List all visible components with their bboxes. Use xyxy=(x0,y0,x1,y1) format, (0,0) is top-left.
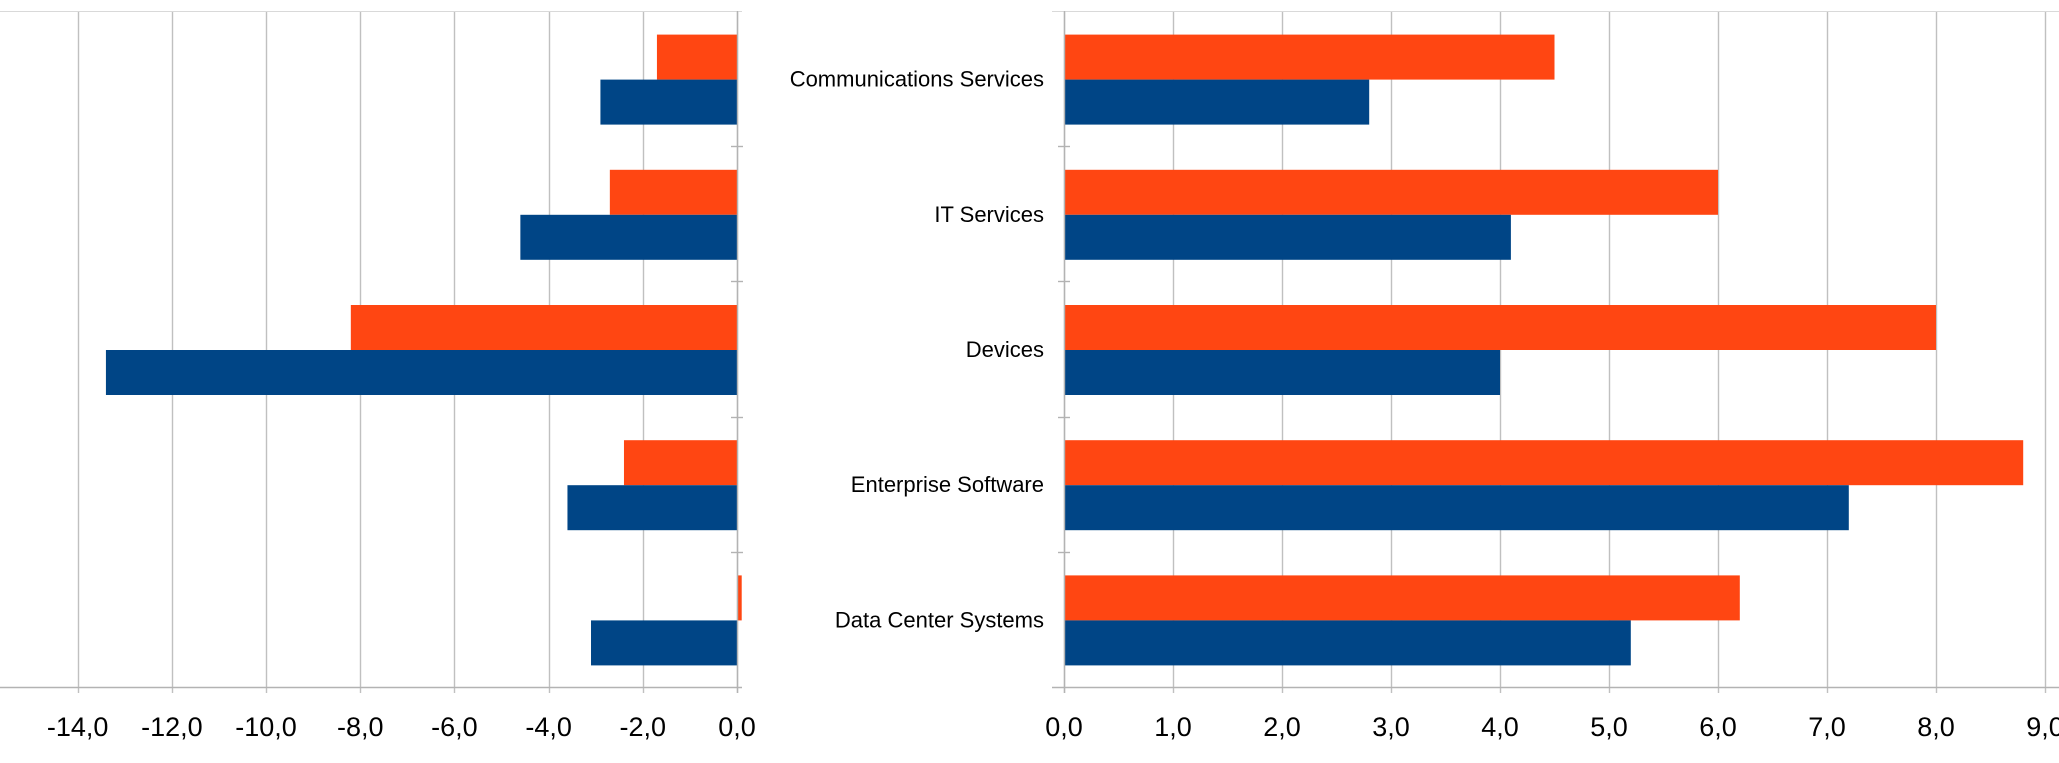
left-bar-orange-3 xyxy=(350,305,737,350)
right-bar-blue-4 xyxy=(1064,485,1849,531)
left-x-tick-label-0: -14,0 xyxy=(47,712,109,742)
right-x-tick-label-7: 7,0 xyxy=(1808,712,1846,742)
right-x-tick-label-6: 6,0 xyxy=(1699,712,1737,742)
right-bar-orange-3 xyxy=(1064,305,1936,350)
left-x-tick-label-4: -6,0 xyxy=(431,712,478,742)
right-x-tick-label-9: 9,0 xyxy=(2026,712,2059,742)
right-category-label-2: IT Services xyxy=(934,202,1044,227)
right-category-label-4: Enterprise Software xyxy=(851,472,1044,497)
right-x-tick-label-4: 4,0 xyxy=(1481,712,1519,742)
right-bar-blue-3 xyxy=(1064,350,1500,395)
right-x-tick-label-5: 5,0 xyxy=(1590,712,1628,742)
right-x-tick-label-8: 8,0 xyxy=(1917,712,1955,742)
right-bar-orange-1 xyxy=(1064,34,1555,80)
right-x-tick-label-2: 2,0 xyxy=(1263,712,1301,742)
left-x-tick-label-1: -12,0 xyxy=(141,712,203,742)
right-bar-blue-5 xyxy=(1064,620,1631,666)
right-category-label-1: Communications Services xyxy=(790,67,1044,92)
left-x-tick-label-7: 0,0 xyxy=(718,712,756,742)
right-bar-orange-4 xyxy=(1064,440,2024,486)
left-bar-blue-1 xyxy=(600,79,737,125)
left-bar-blue-4 xyxy=(567,485,737,531)
left-bar-blue-2 xyxy=(520,214,737,260)
left-x-tick-label-6: -2,0 xyxy=(620,712,667,742)
left-bar-chart: -14,0 -12,0 -10,0 -8,0 -6,0 -4,0 -2,0 0,0 xyxy=(0,11,756,742)
left-x-tick-label-3: -8,0 xyxy=(337,712,384,742)
right-bar-blue-2 xyxy=(1064,214,1511,260)
right-category-label-3: Devices xyxy=(966,337,1044,362)
left-bar-orange-2 xyxy=(609,169,737,215)
right-category-label-5: Data Center Systems xyxy=(835,607,1044,632)
left-bar-orange-1 xyxy=(656,34,737,80)
left-x-tick-label-5: -4,0 xyxy=(525,712,572,742)
left-bar-blue-3 xyxy=(105,350,737,395)
right-bar-orange-2 xyxy=(1064,169,1718,215)
left-bar-orange-5 xyxy=(737,575,742,621)
left-x-tick-label-2: -10,0 xyxy=(235,712,297,742)
right-x-tick-label-1: 1,0 xyxy=(1154,712,1192,742)
right-bar-chart: Communications Services IT Services Device… xyxy=(790,11,2059,742)
left-bar-blue-5 xyxy=(591,620,737,666)
right-x-tick-label-3: 3,0 xyxy=(1372,712,1410,742)
right-bar-orange-5 xyxy=(1064,575,1740,621)
left-bar-orange-4 xyxy=(623,440,737,486)
right-bar-blue-1 xyxy=(1064,79,1370,125)
right-x-tick-label-0: 0,0 xyxy=(1045,712,1083,742)
